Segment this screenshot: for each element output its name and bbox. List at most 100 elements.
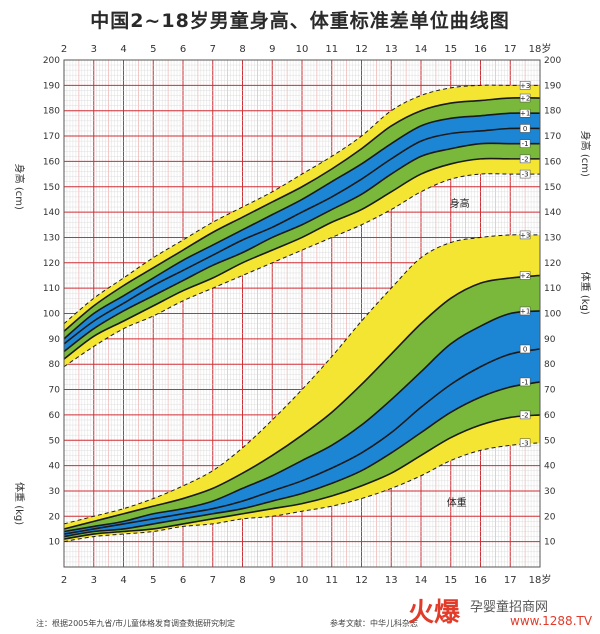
y-tick-label-right: 190 — [544, 81, 561, 91]
height-band-1sd — [64, 113, 540, 352]
x-tick-label-top: 5 — [150, 44, 156, 55]
y-tick-label-left: 20 — [49, 512, 61, 522]
height-sd-label-box — [519, 124, 531, 133]
height-line-0 — [63, 127, 541, 345]
x-tick-label-bottom: 5 — [150, 575, 156, 586]
x-tick-label-top: 2 — [61, 44, 67, 55]
y-tick-label-right: 120 — [544, 259, 561, 269]
height-sd-label-box — [519, 93, 531, 103]
weight-line-minus1 — [63, 381, 541, 538]
x-tick-label-top: 6 — [180, 44, 186, 55]
y-tick-label-left: 110 — [43, 284, 60, 294]
y-tick-label-right: 10 — [544, 538, 556, 548]
weight-sd-label: +3 — [520, 231, 530, 239]
footer-note: 注：根据2005年九省/市儿童体格发育调查数据研究制定 — [36, 619, 236, 628]
x-tick-label-bottom: 15 — [444, 575, 457, 586]
weight-line-0 — [63, 348, 541, 535]
height-sd-label: 0 — [523, 125, 527, 133]
x-tick-label-bottom: 2 — [61, 575, 67, 586]
weight-sd-label-box — [519, 410, 531, 420]
x-tick-label-bottom: 9 — [269, 575, 275, 586]
y-tick-label-left: 90 — [49, 335, 61, 345]
x-tick-label-bottom: 3 — [91, 575, 97, 586]
y-tick-label-right: 110 — [544, 284, 561, 294]
y-tick-label-right: 150 — [544, 183, 561, 193]
height-sd-label-box — [519, 108, 531, 118]
height-axis-label-right: 身高 (cm) — [579, 131, 592, 177]
weight-sd-label-box — [519, 344, 531, 354]
height-sd-label-box — [519, 154, 531, 164]
x-tick-label-top: 10 — [296, 44, 309, 55]
y-tick-label-left: 130 — [43, 233, 60, 243]
height-curves: +3 +2 +1 0 -1 -2 -3 — [63, 81, 541, 368]
x-tick-label-top: 9 — [269, 44, 275, 55]
weight-axis-label-right: 体重 (kg) — [579, 272, 592, 315]
y-tick-label-right: 100 — [544, 310, 561, 320]
y-tick-label-left: 80 — [49, 360, 61, 370]
weight-line-plus1 — [63, 310, 541, 533]
x-tick-label-top: 3 — [91, 44, 97, 55]
y-tick-label-left: 200 — [43, 56, 60, 66]
y-tick-label-right: 50 — [544, 436, 556, 446]
y-tick-label-right: 80 — [544, 360, 556, 370]
y-tick-label-left: 170 — [43, 132, 60, 142]
y-tick-label-right: 30 — [544, 487, 556, 497]
x-tick-label-top: 14 — [415, 44, 428, 55]
weight-axis-label-left: 体重 (kg) — [13, 482, 26, 525]
height-line-plus2 — [63, 97, 541, 332]
watermark-logo: 火爆 — [408, 598, 461, 628]
height-line-minus2 — [63, 157, 540, 360]
y-tick-label-left: 70 — [49, 386, 61, 396]
y-tick-label-right: 180 — [544, 107, 561, 117]
x-tick-label-bottom: 17 — [504, 575, 517, 586]
x-tick-label-bottom: 11 — [325, 575, 338, 586]
weight-band-2sd — [64, 275, 540, 540]
x-tick-label-top: 17 — [504, 44, 517, 55]
weight-band-3sd — [64, 234, 540, 542]
x-tick-label-bottom: 8 — [239, 575, 245, 586]
weight-sd-label-box — [519, 230, 531, 240]
x-tick-label-top: 11 — [325, 44, 338, 55]
x-tick-label-top: 4 — [120, 44, 126, 55]
y-tick-label-right: 60 — [544, 411, 556, 421]
x-tick-label-bottom: 4 — [120, 575, 126, 586]
x-tick-label-bottom: 12 — [355, 575, 368, 586]
height-sd-label: -3 — [522, 171, 529, 179]
x-tick-label-top: 15 — [444, 44, 457, 55]
height-curve-label: 身高 — [450, 197, 470, 210]
y-tick-label-left: 160 — [43, 157, 60, 167]
weight-sd-label-box — [519, 306, 531, 316]
y-tick-label-left: 30 — [49, 487, 61, 497]
y-tick-label-left: 120 — [43, 259, 60, 269]
height-sd-label: -2 — [522, 155, 529, 163]
y-tick-label-left: 180 — [43, 107, 60, 117]
x-tick-label-top: 12 — [355, 44, 368, 55]
footer-reference: 参考文献：中华儿科杂志 — [330, 619, 418, 628]
weight-curve-label: 体重 — [447, 496, 467, 509]
height-line-minus3 — [63, 173, 540, 368]
y-tick-label-left: 50 — [49, 436, 61, 446]
y-tick-label-left: 190 — [43, 81, 60, 91]
y-tick-label-right: 160 — [544, 157, 561, 167]
y-tick-label-right: 130 — [544, 233, 561, 243]
weight-line-plus2 — [63, 274, 541, 530]
y-tick-label-left: 100 — [43, 310, 60, 320]
y-tick-label-left: 60 — [49, 411, 61, 421]
weight-sd-label: -3 — [522, 439, 529, 447]
y-tick-label-right: 140 — [544, 208, 561, 218]
height-sd-label: +3 — [520, 82, 530, 90]
height-sd-label: +1 — [520, 110, 530, 118]
height-band-2sd — [64, 97, 540, 360]
weight-sd-label: -1 — [522, 378, 529, 386]
x-tick-label-top: 16 — [474, 44, 487, 55]
x-tick-label-bottom: 16 — [474, 575, 487, 586]
height-sd-label-box — [519, 139, 531, 148]
weight-band-1sd — [64, 310, 540, 537]
x-tick-label-top: 8 — [239, 44, 245, 55]
height-sd-label-box — [519, 169, 531, 179]
x-tick-label-bottom: 14 — [415, 575, 428, 586]
y-tick-label-right: 20 — [544, 512, 556, 522]
x-tick-label-top: 7 — [210, 44, 216, 55]
y-tick-label-right: 170 — [544, 132, 561, 142]
